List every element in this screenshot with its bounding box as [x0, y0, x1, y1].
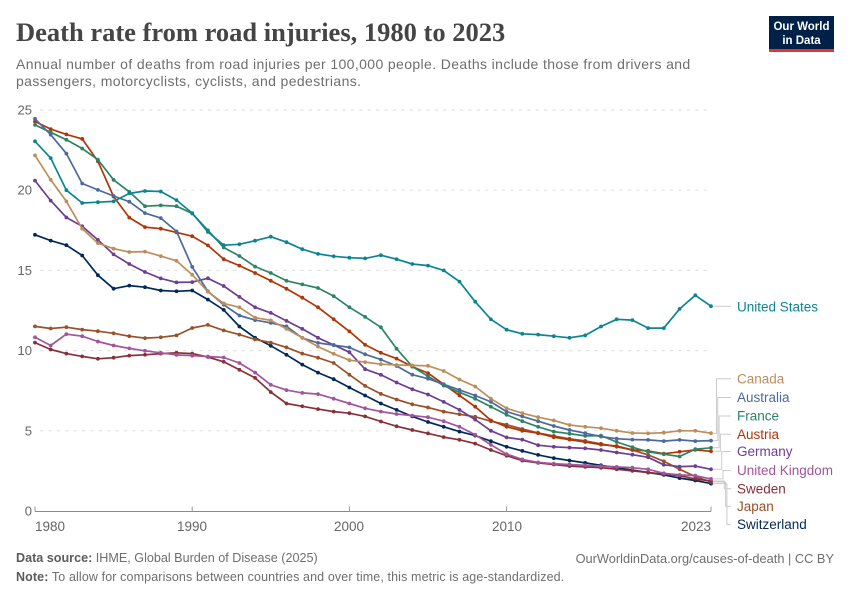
svg-text:France: France [737, 409, 779, 424]
svg-text:United Kingdom: United Kingdom [737, 463, 833, 478]
svg-text:Switzerland: Switzerland [737, 517, 807, 532]
svg-text:Austria: Austria [737, 427, 780, 442]
svg-text:Australia: Australia [737, 390, 790, 405]
svg-text:Germany: Germany [737, 444, 793, 459]
svg-text:0: 0 [25, 504, 32, 519]
svg-text:10: 10 [18, 343, 32, 358]
svg-text:United States: United States [737, 300, 818, 315]
svg-text:1990: 1990 [177, 519, 207, 534]
svg-text:Canada: Canada [737, 371, 785, 386]
svg-text:Japan: Japan [737, 499, 774, 514]
svg-text:20: 20 [18, 183, 32, 198]
svg-text:5: 5 [25, 423, 32, 438]
svg-text:15: 15 [18, 263, 32, 278]
svg-text:2000: 2000 [334, 519, 364, 534]
svg-text:25: 25 [18, 103, 32, 118]
svg-text:2010: 2010 [492, 519, 522, 534]
svg-text:1980: 1980 [35, 519, 65, 534]
svg-text:2023: 2023 [681, 519, 711, 534]
svg-text:Sweden: Sweden [737, 481, 786, 496]
